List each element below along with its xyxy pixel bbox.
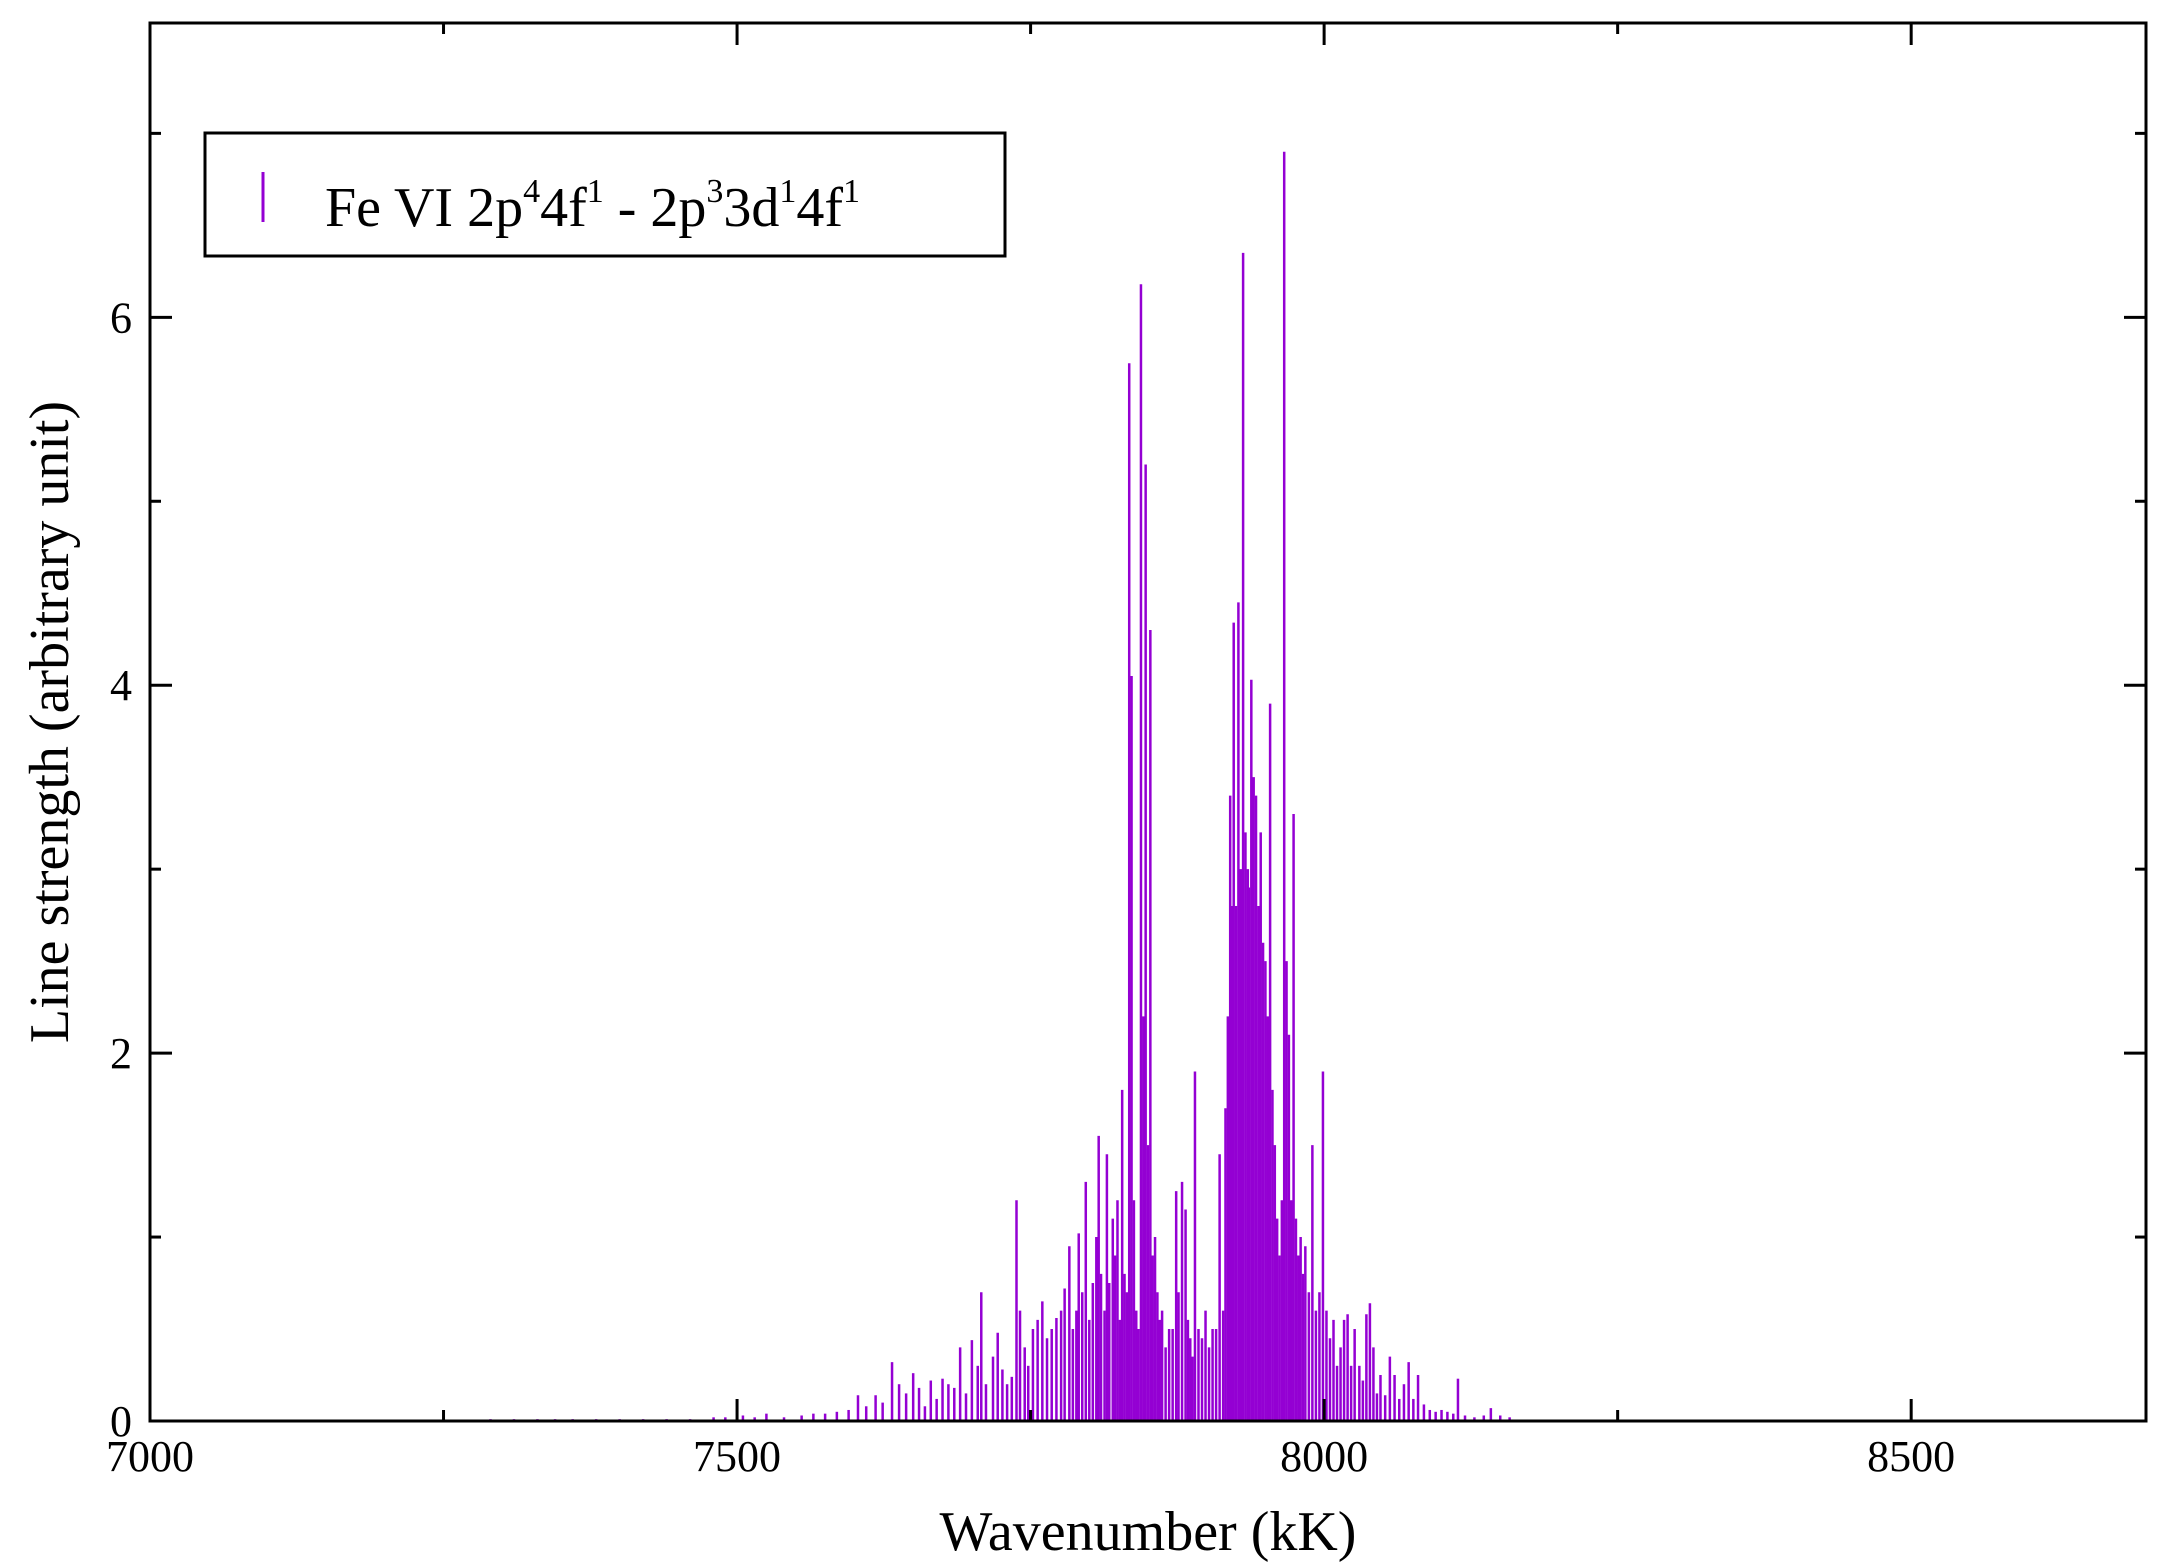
x-tick-label: 7500 <box>693 1432 781 1481</box>
plot-frame <box>148 21 2148 1423</box>
y-tick-label: 2 <box>110 1029 132 1078</box>
legend-box <box>203 131 1007 258</box>
x-axis-title: Wavenumber (kK) <box>940 1501 1357 1562</box>
y-tick-label: 4 <box>110 661 132 710</box>
y-axis-title: Line strength (arbitrary unit) <box>19 401 81 1043</box>
y-tick-label: 6 <box>110 293 132 342</box>
spectral-lines <box>489 151 1511 1421</box>
x-tick-label: 8500 <box>1867 1432 1955 1481</box>
legend: Fe VI 2p44f1 - 2p33d14f1 <box>203 131 1007 258</box>
tick-labels: 7000 7500 8000 8500 0 2 4 6 <box>106 293 1955 1481</box>
x-tick-label: 7000 <box>106 1432 194 1481</box>
axis-ticks <box>148 23 2146 1423</box>
x-tick-label: 8000 <box>1280 1432 1368 1481</box>
y-tick-label: 0 <box>110 1397 132 1446</box>
legend-label: Fe VI 2p44f1 - 2p33d14f1 <box>325 173 860 239</box>
